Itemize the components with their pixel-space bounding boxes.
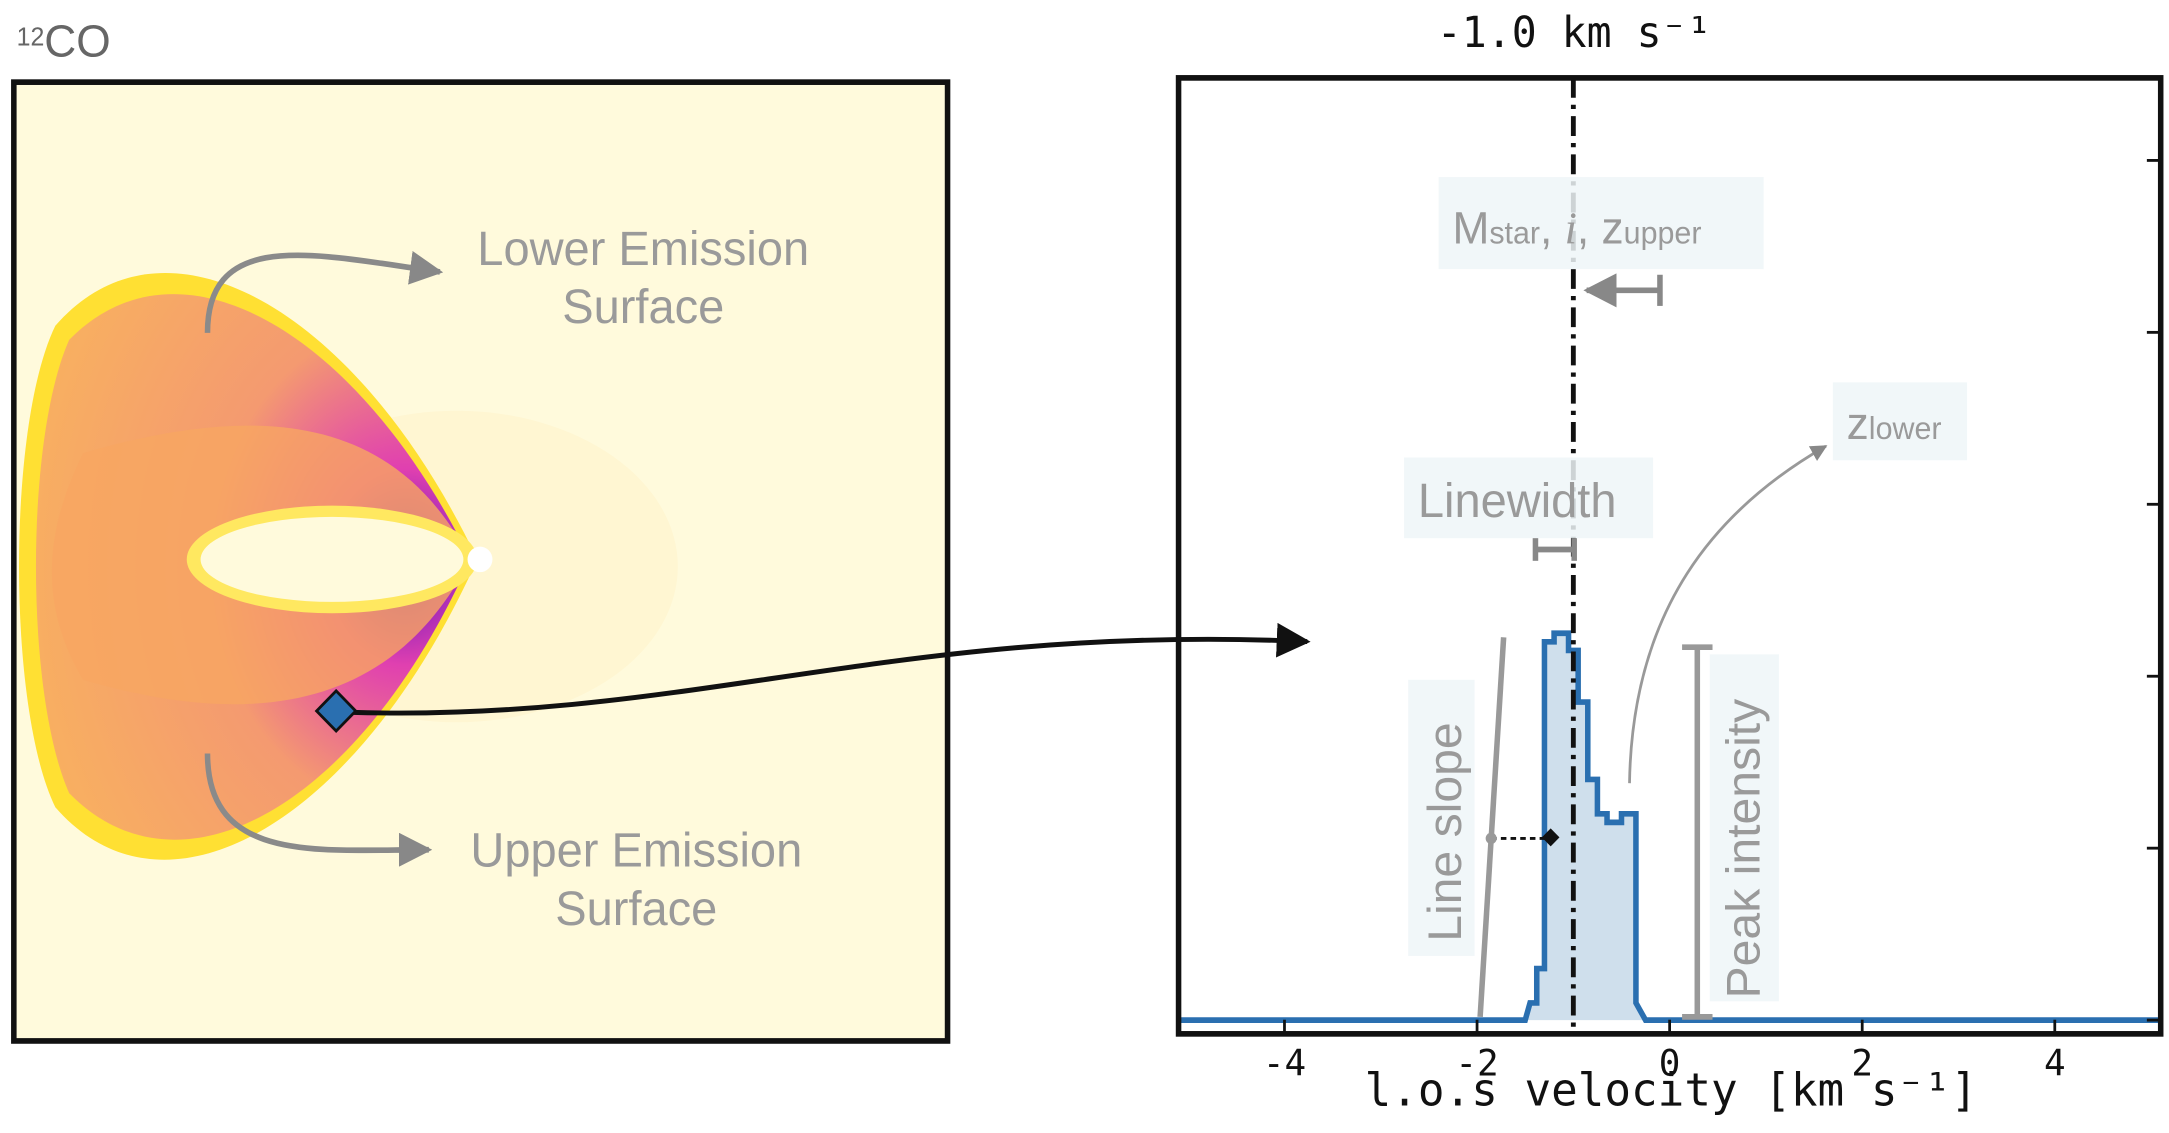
annotations: Mstar, i, zupper Linewidth zlower Line s… [1404, 177, 1967, 1017]
text: , z [1577, 203, 1624, 254]
x-tick-label: -4 [1263, 1041, 1306, 1085]
text: lower [1869, 411, 1942, 446]
text: upper [1624, 215, 1702, 250]
lower-surface-label: Lower Emission [477, 222, 809, 276]
text: i [1565, 203, 1577, 254]
text: star [1489, 215, 1540, 250]
upper-surface-label: Upper Emission [470, 824, 802, 878]
spectrum-area [1179, 633, 2161, 1020]
text: M [1452, 203, 1489, 254]
molecule: CO [44, 16, 110, 67]
x-tick-label: 4 [2044, 1041, 2066, 1085]
spectrum-line [1179, 633, 2161, 1020]
figure: 12CO Lower Emission Surface Upper Emissi… [0, 0, 2169, 1133]
text: z [1847, 399, 1869, 450]
chart-title: -1.0 km s⁻¹ [1437, 8, 1712, 58]
line-slope-label: Line slope [1419, 722, 1471, 941]
panel-label: 12CO [17, 16, 111, 67]
slope-point [1486, 833, 1497, 844]
lower-surface-label: Surface [562, 280, 724, 334]
line-slope-line [1480, 637, 1504, 1017]
text: , [1540, 203, 1565, 254]
x-axis-label: l.o.s velocity [km s⁻¹] [1365, 1063, 1978, 1117]
linewidth-label: Linewidth [1418, 474, 1617, 528]
upper-surface-label: Surface [555, 882, 717, 936]
peak-intensity-label: Peak intensity [1718, 699, 1770, 999]
isotope: 12 [17, 23, 45, 51]
